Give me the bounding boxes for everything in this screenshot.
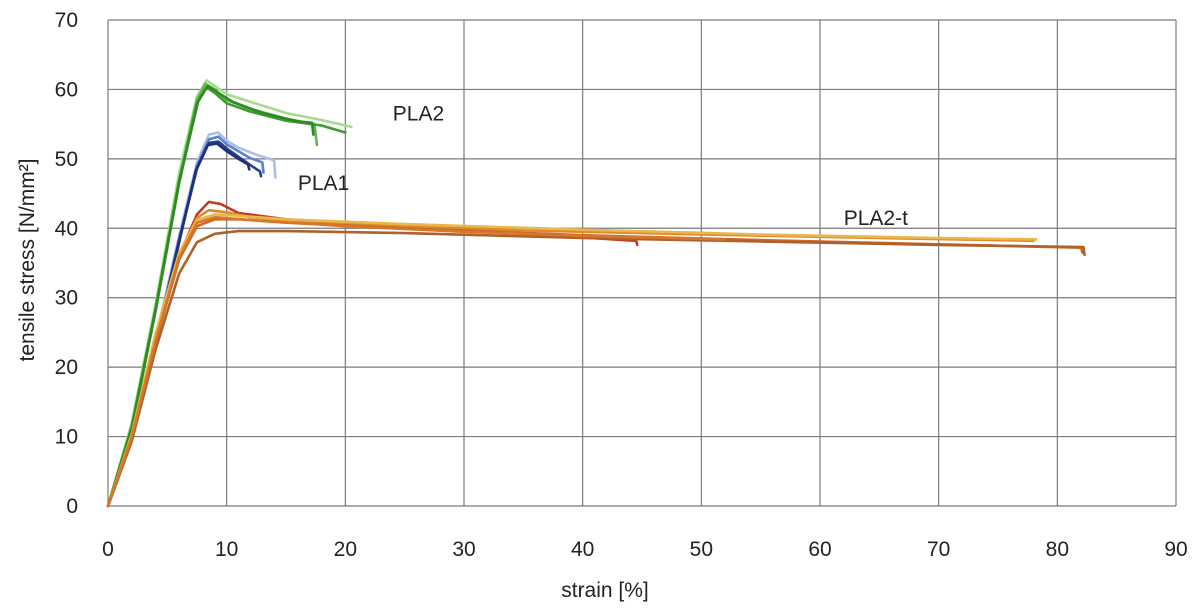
x-tick-label: 70 [927, 538, 950, 561]
series-label: PLA2-t [844, 207, 908, 230]
y-tick-label: 0 [66, 495, 78, 518]
y-tick-label: 30 [55, 287, 78, 310]
series-line-pla1 [106, 140, 263, 508]
x-tick-label: 30 [452, 538, 475, 561]
x-tick-label: 0 [102, 538, 114, 561]
x-axis-label: strain [%] [561, 579, 649, 602]
grid-lines [107, 19, 1177, 507]
x-tick-label: 10 [215, 538, 238, 561]
y-tick-label: 60 [55, 78, 78, 101]
series-line-pla2-t [106, 218, 1084, 508]
series-line-pla2-t [106, 215, 727, 508]
y-tick-label: 50 [55, 148, 78, 171]
y-tick-label: 40 [55, 217, 78, 240]
x-tick-label: 60 [808, 538, 831, 561]
series-line-pla2-t [106, 213, 1038, 508]
series-labels: PLA2 PLA1 PLA2-t [298, 103, 908, 230]
series-line-pla2-t [106, 200, 639, 508]
x-tick-label: 20 [334, 538, 357, 561]
x-tick-label: 40 [571, 538, 594, 561]
series-line-pla2 [106, 82, 319, 508]
series-line-pla2 [106, 84, 315, 508]
series-line-pla2-t [106, 229, 1086, 508]
x-tick-label: 90 [1164, 538, 1187, 561]
series-line-pla1 [106, 135, 265, 508]
series-lines [106, 79, 1086, 508]
y-tick-label: 20 [55, 356, 78, 379]
series-label: PLA1 [298, 172, 349, 195]
y-tick-label: 70 [55, 9, 78, 32]
axis-ticks: 0 10 20 30 40 50 60 70 80 90 0 10 20 30 40 50 60 70 [55, 9, 1188, 561]
series-line-pla2 [106, 79, 353, 508]
x-tick-label: 50 [690, 538, 713, 561]
series-line-pla2-t [106, 208, 1035, 508]
y-axis-label: tensile stress [N/mm²] [16, 158, 39, 361]
x-tick-label: 80 [1046, 538, 1069, 561]
series-label: PLA2 [393, 103, 444, 126]
y-tick-label: 10 [55, 426, 78, 449]
